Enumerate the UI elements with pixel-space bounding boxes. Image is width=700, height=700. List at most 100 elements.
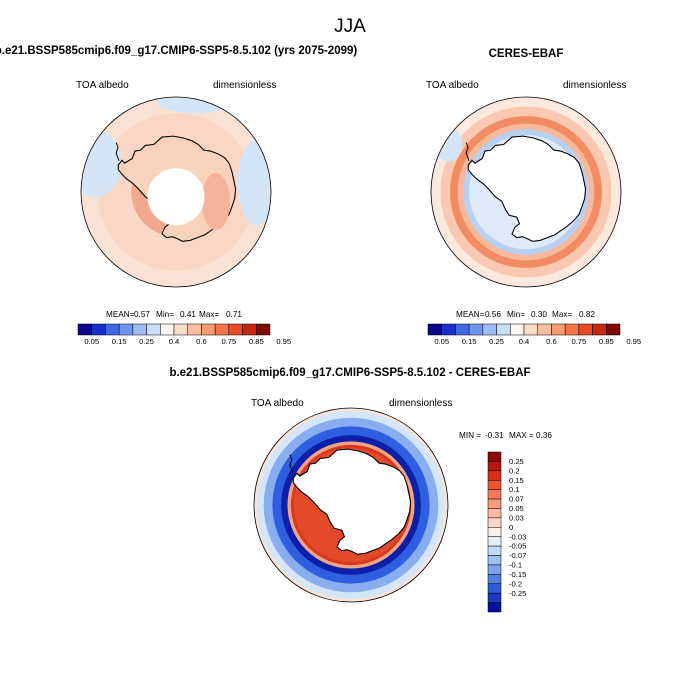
panel-0-colorbar-tick-0: 0.05 <box>84 337 99 346</box>
panel-2-colorbar-tick-6: 0.03 <box>509 513 524 522</box>
panel-2-colorbar-tick-9: -0.05 <box>509 542 526 551</box>
panel-0-colorbar-tick-1: 0.15 <box>112 337 127 346</box>
panel-2-colorbar-box-0 <box>487 451 502 462</box>
panel-1-colorbar-box-8 <box>537 323 552 336</box>
panel-1-colorbar-box-9 <box>551 323 566 336</box>
panel-1-colorbar-box-5 <box>496 323 511 336</box>
panel-0-colorbar-box-5 <box>146 323 161 336</box>
figure-title: JJA <box>334 16 366 37</box>
panel-1-stat-mean: 0.56 <box>485 310 501 319</box>
panel-0-colorbar-box-13 <box>256 323 271 336</box>
panel-2-colorbar-box-3 <box>487 479 502 490</box>
panel-0-colorbar-box-6 <box>160 323 175 336</box>
panel-0-colorbar-box-2 <box>105 323 120 336</box>
panel-2-colorbar-tick-7: 0 <box>509 523 513 532</box>
panel-2-colorbar-box-4 <box>487 489 502 500</box>
panel-0-colorbar-box-8 <box>187 323 202 336</box>
panel-0-colorbar-tick-2: 0.25 <box>139 337 154 346</box>
panel-2-colorbar-box-14 <box>487 583 502 594</box>
panel-1-colorbar-box-7 <box>523 323 538 336</box>
panel-2-colorbar-box-10 <box>487 545 502 556</box>
panel-0-colorbar-box-11 <box>228 323 243 336</box>
panel-2-stat-max: 0.36 <box>536 431 552 440</box>
panel-0-colorbar-box-0 <box>77 323 92 336</box>
panel-1-colorbar-box-12 <box>592 323 607 336</box>
panel-1-colorbar-box-6 <box>510 323 525 336</box>
panel-2-colorbar-box-8 <box>487 527 502 537</box>
panel-2-colorbar: 0.250.20.150.10.070.050.030-0.03-0.05-0.… <box>487 451 526 613</box>
panel-2-stat-min-label: MIN = <box>459 431 481 440</box>
panel-1-colorbar-tick-4: 0.6 <box>546 337 557 346</box>
panel-0-colorbar-box-9 <box>201 323 216 336</box>
panel-0-map <box>80 96 272 288</box>
panel-0-colorbar-box-1 <box>91 323 106 336</box>
panel-0-colorbar-tick-7: 0.95 <box>276 337 291 346</box>
panel-1-colorbar-box-2 <box>455 323 470 336</box>
panel-1-south-america-tip <box>465 142 470 161</box>
panel-1-left-label: TOA albedo <box>426 80 479 91</box>
panel-0-colorbar-box-12 <box>242 323 257 336</box>
panel-2-right-label: dimensionless <box>389 398 452 409</box>
panel-0-colorbar-tick-6: 0.85 <box>249 337 264 346</box>
panel-0-land-warm-patch <box>201 173 231 230</box>
panel-0-south-america-tip <box>115 142 120 161</box>
panel-1-colorbar-tick-1: 0.15 <box>462 337 477 346</box>
panel-2-colorbar-tick-10: -0.07 <box>509 551 526 560</box>
panel-1-colorbar-tick-7: 0.95 <box>626 337 641 346</box>
panel-0-colorbar-box-10 <box>214 323 230 336</box>
panel-0-title: b.e21.BSSP585cmip6.f09_g17.CMIP6-SSP5-8.… <box>0 45 357 57</box>
panel-0-colorbar-tick-4: 0.6 <box>196 337 207 346</box>
panel-2-map-border <box>253 407 449 603</box>
panel-0-edge-patch-east <box>237 139 271 226</box>
panel-2-colorbar-tick-5: 0.05 <box>509 504 524 513</box>
panel-1-stat-max-label: Max= <box>552 310 572 319</box>
panel-1-colorbar-tick-0: 0.05 <box>434 337 449 346</box>
panel-0-left-label: TOA albedo <box>76 80 129 91</box>
panel-0-colorbar-box-7 <box>173 323 188 336</box>
panel-1-map <box>430 96 622 288</box>
panel-2-colorbar-box-16 <box>487 602 502 613</box>
panel-2-colorbar-tick-11: -0.1 <box>509 561 522 570</box>
panel-0-missing-data-hole <box>147 168 205 226</box>
panel-1-stat-mean-label: MEAN= <box>456 310 485 319</box>
panel-1-colorbar-tick-5: 0.75 <box>571 337 586 346</box>
panel-2-stat-min: -0.31 <box>485 431 504 440</box>
panel-0-stat-max: 0.71 <box>226 310 242 319</box>
panel-0-colorbar-tick-5: 0.75 <box>221 337 236 346</box>
panel-0-stat-mean: 0.57 <box>134 310 150 319</box>
panel-0-edge-patch-west <box>81 130 122 197</box>
panel-1-colorbar-box-10 <box>564 323 580 336</box>
panel-0-map-border <box>80 96 272 288</box>
panel-0-colorbar-tick-3: 0.4 <box>169 337 180 346</box>
panel-1-colorbar-box-11 <box>578 323 593 336</box>
panel-2-south-america-tip <box>289 454 294 474</box>
panel-2-colorbar-tick-2: 0.15 <box>509 476 524 485</box>
panel-1-colorbar-tick-6: 0.85 <box>599 337 614 346</box>
panel-2-colorbar-tick-4: 0.07 <box>509 495 524 504</box>
panel-1-title: CERES-EBAF <box>489 48 564 60</box>
panel-0-right-label: dimensionless <box>213 80 276 91</box>
panel-0-stat-max-label: Max= <box>199 310 219 319</box>
panel-1-right-label: dimensionless <box>563 80 626 91</box>
panel-1-field <box>431 97 621 287</box>
panel-2-left-label: TOA albedo <box>251 398 304 409</box>
panel-1-colorbar-box-1 <box>441 323 456 336</box>
panel-2-map <box>253 407 449 603</box>
panel-2-colorbar-box-12 <box>487 564 502 575</box>
panel-2-colorbar-box-9 <box>487 536 502 547</box>
panel-2-title: b.e21.BSSP585cmip6.f09_g17.CMIP6-SSP5-8.… <box>169 367 530 379</box>
panel-2-colorbar-box-5 <box>487 498 502 509</box>
panel-1-colorbar-box-13 <box>606 323 621 336</box>
panel-1-colorbar-tick-2: 0.25 <box>489 337 504 346</box>
panel-2-colorbar-tick-3: 0.1 <box>509 485 520 494</box>
panel-1-colorbar-tick-3: 0.4 <box>519 337 530 346</box>
panel-2-stat-max-label: MAX = <box>509 431 534 440</box>
panel-0-edge-patch-north <box>157 97 233 114</box>
panel-1-map-border <box>430 96 622 288</box>
panel-1-colorbar-box-3 <box>468 323 484 336</box>
panel-0-colorbar-box-4 <box>132 323 147 336</box>
panel-0-stat-min: 0.41 <box>180 310 196 319</box>
panel-2-colorbar-tick-0: 0.25 <box>509 457 524 466</box>
panel-0-stat-min-label: Min= <box>156 310 174 319</box>
